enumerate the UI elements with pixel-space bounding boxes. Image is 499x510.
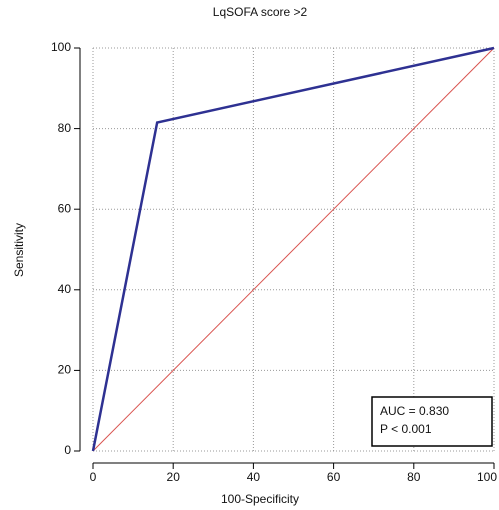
x-tick-label: 60 <box>327 470 341 484</box>
y-tick-label: 20 <box>58 363 72 377</box>
annotation: P < 0.001 <box>380 422 432 436</box>
x-tick-label: 40 <box>247 470 261 484</box>
y-tick-label: 0 <box>64 443 71 457</box>
y-axis-label: Sensitivity <box>12 223 26 277</box>
y-tick-label: 80 <box>58 121 72 135</box>
y-tick-label: 60 <box>58 201 72 215</box>
reference-line <box>92 47 495 452</box>
annotation: AUC = 0.830 <box>380 404 449 418</box>
x-tick-label: 0 <box>90 470 97 484</box>
roc-curve <box>91 46 495 452</box>
y-tick-label: 100 <box>51 40 71 54</box>
x-tick-label: 20 <box>167 470 181 484</box>
chart-title: LqSOFA score >2 <box>213 5 308 19</box>
x-axis-label: 100-Specificity <box>221 492 299 506</box>
x-tick-label: 80 <box>407 470 421 484</box>
annotation-box <box>371 396 493 447</box>
x-tick-label: 100 <box>477 470 497 484</box>
y-tick-label: 40 <box>58 282 72 296</box>
